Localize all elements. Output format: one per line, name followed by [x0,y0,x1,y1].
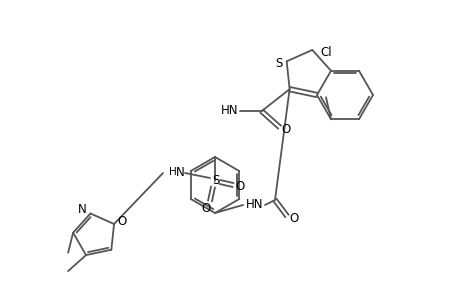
Text: HN: HN [220,104,238,117]
Text: O: O [117,215,126,229]
Text: N: N [78,203,87,216]
Text: HN: HN [246,197,263,211]
Text: S: S [212,175,219,188]
Text: O: O [235,179,244,193]
Text: O: O [280,123,290,136]
Text: Cl: Cl [320,46,331,59]
Text: H: H [169,167,177,177]
Text: S: S [274,57,282,70]
Text: O: O [289,212,298,226]
Text: O: O [201,202,210,214]
Text: N: N [175,166,184,178]
